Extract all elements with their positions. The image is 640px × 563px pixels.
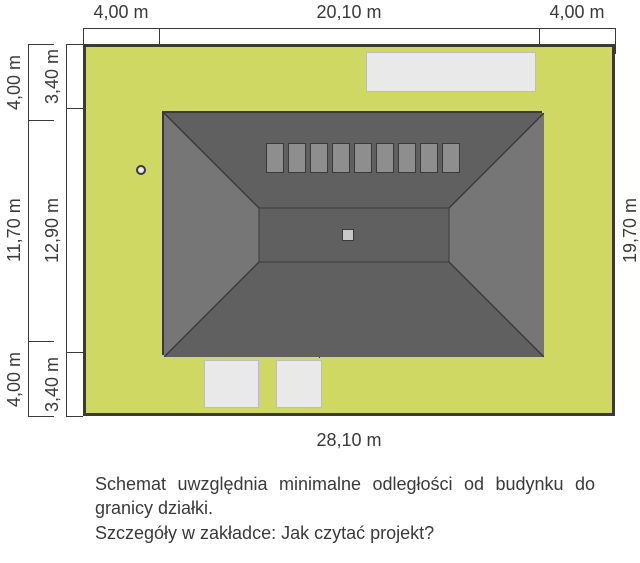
caption-line2: Szczegóły w zakładce: Jak czytać projekt… xyxy=(95,521,595,545)
skylight-9 xyxy=(442,143,460,173)
dim-left-in-2: 12,90 m xyxy=(42,108,63,352)
dim-left-out-3: 4,00 m xyxy=(4,341,25,417)
skylight-5 xyxy=(354,143,372,173)
terrace-bottom-right xyxy=(276,360,322,408)
roof-outer xyxy=(162,111,542,355)
tick-top-3 xyxy=(615,28,616,54)
rule-left-outer xyxy=(28,44,29,416)
rule-left-inner xyxy=(66,44,67,416)
dim-left-in-1: 3,40 m xyxy=(42,44,63,108)
rule-top xyxy=(83,28,615,29)
lot-border xyxy=(83,44,615,416)
dim-top-2: 20,10 m xyxy=(159,2,539,23)
skylight-1 xyxy=(266,143,284,173)
tick-li-3 xyxy=(66,416,83,417)
plot-diagram: 4,00 m 20,10 m 4,00 m 4,00 m 11,70 m 4,0… xyxy=(0,0,640,563)
dim-left-in-3: 3,40 m xyxy=(42,352,63,416)
dim-right-1: 19,70 m xyxy=(620,44,640,416)
skylight-2 xyxy=(288,143,306,173)
skylight-4 xyxy=(332,143,350,173)
dim-left-out-1: 4,00 m xyxy=(4,44,25,120)
skylight-6 xyxy=(376,143,394,173)
dim-left-out-2: 11,70 m xyxy=(4,120,25,341)
skylight-7 xyxy=(398,143,416,173)
dim-top-3: 4,00 m xyxy=(539,2,615,23)
chimney xyxy=(342,229,354,241)
skylight-3 xyxy=(310,143,328,173)
caption-line1: Schemat uwzględnia minimalne odległości … xyxy=(95,472,595,521)
tick-lo-3 xyxy=(28,416,54,417)
caption: Schemat uwzględnia minimalne odległości … xyxy=(95,472,595,545)
skylight-8 xyxy=(420,143,438,173)
tick-li-2 xyxy=(66,352,83,353)
dim-bottom-1: 28,10 m xyxy=(83,430,615,451)
dim-top-1: 4,00 m xyxy=(83,2,159,23)
tick-li-0 xyxy=(66,44,83,45)
marker-dot xyxy=(136,165,146,175)
driveway-top xyxy=(366,52,536,92)
terrace-bottom-left xyxy=(204,360,259,408)
tick-li-1 xyxy=(66,108,83,109)
